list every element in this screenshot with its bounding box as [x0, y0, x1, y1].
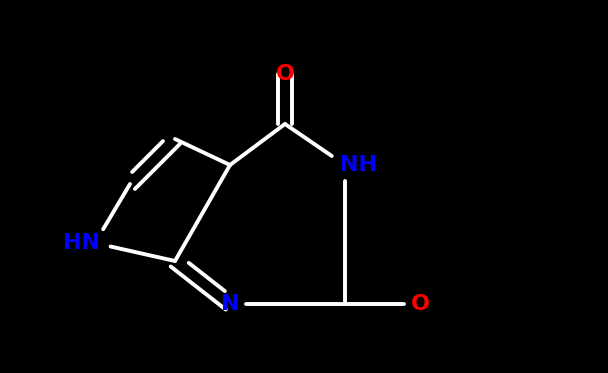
Text: O: O [410, 294, 429, 314]
Text: HN: HN [63, 233, 100, 253]
Text: O: O [275, 64, 294, 84]
Text: NH: NH [340, 155, 377, 175]
Text: N: N [221, 294, 240, 314]
